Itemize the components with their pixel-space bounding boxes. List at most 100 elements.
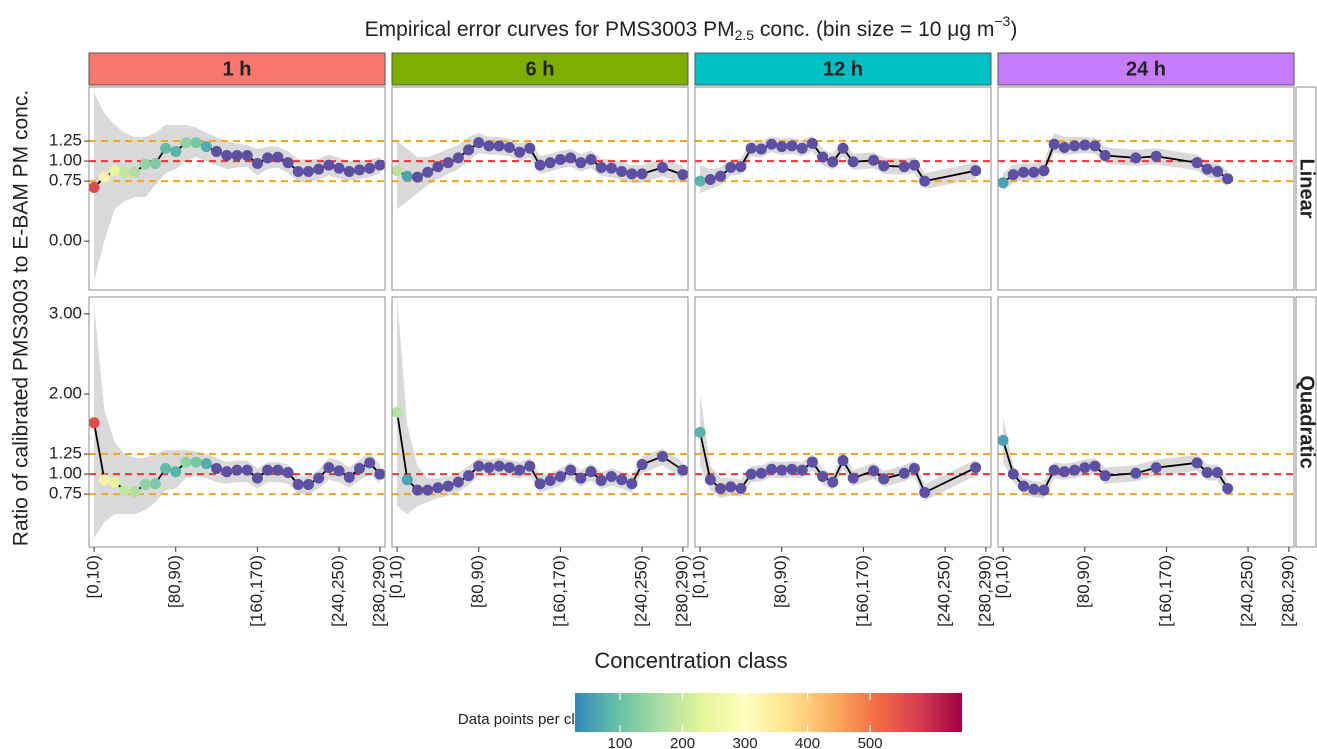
title-part: conc. (bin size = 10 μg m: [754, 18, 994, 41]
point: [241, 464, 253, 476]
title-part: ): [1010, 18, 1017, 41]
point: [323, 462, 335, 474]
x-tick-label: [0,10): [690, 555, 709, 598]
y-tick-label: 1.00: [49, 464, 82, 483]
point: [323, 159, 335, 171]
y-tick-label: 0.75: [49, 171, 82, 190]
point: [776, 464, 788, 476]
point: [1150, 462, 1162, 474]
point: [1069, 464, 1081, 476]
point: [442, 480, 454, 492]
y-tick-label: 3.00: [49, 303, 82, 322]
point: [565, 152, 577, 164]
point: [1211, 466, 1223, 478]
error-band: [94, 93, 380, 282]
title-superscript: −3: [994, 13, 1010, 29]
title-part: Empirical error curves for PMS3003 PM: [365, 18, 735, 41]
point: [493, 460, 505, 472]
panel-background: [392, 87, 688, 290]
point: [786, 140, 798, 152]
point: [493, 140, 505, 152]
point: [262, 464, 274, 476]
point: [544, 474, 556, 486]
point: [514, 464, 526, 476]
panel-background: [392, 297, 688, 547]
point: [735, 483, 747, 495]
point: [211, 145, 223, 157]
point: [1201, 163, 1213, 175]
point: [98, 474, 110, 486]
panel: [392, 297, 688, 515]
point: [1079, 139, 1091, 151]
y-tick-label: 1.25: [49, 131, 82, 150]
panel: [998, 133, 1294, 191]
point: [452, 152, 464, 164]
point: [180, 456, 192, 468]
point: [139, 479, 151, 490]
point: [1069, 140, 1081, 152]
point: [1211, 165, 1223, 177]
row-label: Quadratic: [1296, 375, 1317, 468]
panel: [89, 305, 385, 539]
point: [745, 468, 757, 480]
point: [677, 169, 688, 181]
point: [1150, 150, 1162, 162]
point: [251, 472, 263, 484]
point: [524, 460, 536, 472]
point: [282, 466, 294, 478]
point: [200, 458, 212, 470]
colorbar-tick-label: 200: [670, 735, 695, 749]
point: [241, 149, 253, 161]
point: [847, 156, 859, 168]
point: [575, 157, 587, 169]
panel-border: [391, 296, 689, 548]
point: [473, 460, 485, 472]
point: [180, 137, 192, 149]
point: [109, 165, 121, 177]
point: [1099, 470, 1111, 482]
panel-border: [694, 296, 992, 548]
point: [231, 464, 243, 476]
point: [1089, 140, 1101, 152]
point: [878, 160, 890, 172]
point: [412, 171, 424, 183]
point: [1058, 466, 1070, 478]
point: [1099, 149, 1111, 161]
point: [766, 138, 778, 150]
point: [139, 158, 151, 170]
point: [302, 479, 314, 490]
point: [1028, 166, 1040, 178]
point: [776, 141, 788, 153]
row-strip: [1295, 296, 1317, 548]
point: [422, 484, 434, 496]
x-tick-label: [240,250): [1238, 555, 1257, 627]
point: [251, 157, 263, 169]
point: [149, 478, 161, 490]
point: [695, 175, 706, 187]
panel-border: [694, 86, 992, 291]
point: [313, 472, 325, 484]
point: [725, 161, 737, 173]
point: [221, 149, 233, 161]
point: [1130, 467, 1142, 479]
x-axis-title: Concentration class: [594, 648, 787, 673]
point: [970, 462, 982, 474]
y-tick-label: 1.00: [49, 151, 82, 170]
point: [221, 466, 233, 478]
point: [704, 173, 716, 185]
x-tick-label: [280,290): [1278, 555, 1297, 627]
x-tick-label: [80,90): [468, 555, 487, 608]
point: [704, 474, 716, 486]
panel-border: [88, 296, 386, 548]
point: [282, 157, 294, 169]
point: [452, 476, 464, 488]
point: [129, 486, 141, 498]
facet-label: 12 h: [823, 58, 863, 80]
row-strip: [1295, 86, 1317, 291]
facet-label: 6 h: [526, 58, 555, 80]
chart-title: Empirical error curves for PMS3003 PM2.5…: [365, 13, 1018, 43]
point: [231, 149, 243, 161]
point: [364, 162, 376, 174]
point: [392, 406, 403, 418]
panel-border: [391, 86, 689, 291]
